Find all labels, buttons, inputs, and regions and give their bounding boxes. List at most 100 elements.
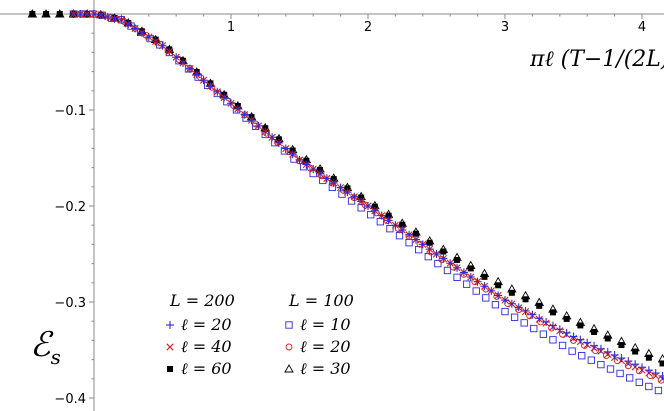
y-axis-title: ℰs <box>30 325 61 369</box>
data-point <box>172 53 181 62</box>
data-point <box>43 11 50 17</box>
data-point <box>144 33 153 42</box>
data-point <box>616 369 624 378</box>
series-layer <box>27 9 664 395</box>
data-point <box>528 310 537 319</box>
data-point <box>376 218 384 226</box>
data-point <box>385 212 392 219</box>
data-point <box>658 371 664 380</box>
data-point <box>645 354 652 361</box>
data-point <box>151 37 160 46</box>
data-point <box>514 303 523 312</box>
data-point <box>288 150 297 159</box>
data-point <box>459 268 468 277</box>
data-point <box>613 357 621 365</box>
legend-markers <box>166 321 294 373</box>
data-point <box>635 378 643 386</box>
data-point <box>233 104 242 113</box>
data-point <box>548 321 557 330</box>
legend-marker-2 <box>167 366 173 372</box>
data-point <box>576 335 585 344</box>
legend-marker-0 <box>166 321 174 329</box>
legend-marker-3 <box>285 321 293 329</box>
legend-label-l100-ell30: ℓ = 30 <box>300 359 351 378</box>
data-point <box>213 87 222 96</box>
data-point <box>131 24 140 33</box>
series-0 <box>69 10 664 380</box>
y-tick-label-2: −0.3 <box>54 296 86 311</box>
data-point <box>555 325 564 334</box>
data-point <box>247 116 256 125</box>
data-point <box>610 350 619 359</box>
data-point <box>453 273 461 281</box>
data-point <box>638 363 646 372</box>
y-axis-title-main: ℰ <box>30 325 54 365</box>
data-point <box>411 235 420 244</box>
x-tick-label-0: 1 <box>227 20 235 35</box>
data-point <box>165 47 174 56</box>
data-point <box>467 265 474 272</box>
data-point <box>591 347 599 354</box>
data-point <box>604 335 611 342</box>
data-point <box>96 10 105 19</box>
data-point <box>124 20 133 29</box>
data-point <box>508 289 515 296</box>
data-point <box>240 110 249 119</box>
data-point <box>646 372 654 379</box>
data-point <box>426 239 433 246</box>
data-point <box>424 252 432 261</box>
legend-group-title-l200: L = 200 <box>169 291 235 310</box>
data-point <box>491 301 500 309</box>
legend: L = 200 L = 100 ℓ = 20 ℓ = 40 ℓ = 60 ℓ =… <box>166 291 354 378</box>
data-point <box>56 11 63 17</box>
x-axis-title: πℓ (T−1/(2L)) <box>529 47 664 72</box>
data-point <box>302 160 311 169</box>
data-point <box>336 183 345 192</box>
legend-label-l200-ell40: ℓ = 40 <box>181 337 232 356</box>
data-point <box>103 12 112 21</box>
data-point <box>90 10 98 18</box>
data-point <box>631 360 640 369</box>
data-point <box>562 328 571 337</box>
data-point <box>535 314 544 323</box>
data-point <box>386 225 394 233</box>
data-point <box>603 347 612 356</box>
data-point <box>536 302 543 309</box>
data-point <box>405 239 413 247</box>
data-point <box>110 14 119 23</box>
data-point <box>158 41 167 50</box>
data-point <box>83 10 92 18</box>
data-point <box>494 291 503 300</box>
data-point <box>179 58 188 67</box>
legend-marker-5 <box>284 364 294 373</box>
data-point <box>137 28 146 37</box>
data-point <box>522 296 529 303</box>
data-point <box>618 342 625 349</box>
data-point <box>446 259 455 268</box>
data-point <box>487 286 496 295</box>
data-point <box>261 127 270 136</box>
data-point <box>659 360 664 367</box>
data-point <box>568 347 576 355</box>
data-point <box>462 280 471 288</box>
y-ticks: −0.1 −0.2 −0.3 −0.4 <box>54 32 94 407</box>
data-point <box>472 287 480 295</box>
data-point <box>658 375 664 383</box>
data-point <box>507 299 516 308</box>
data-point <box>549 336 557 344</box>
data-point <box>651 369 660 378</box>
data-point <box>563 315 570 322</box>
data-point <box>418 240 427 249</box>
data-point <box>510 313 519 321</box>
data-point <box>440 248 447 255</box>
data-point <box>192 70 201 79</box>
data-point <box>558 341 567 350</box>
data-point <box>591 328 598 335</box>
data-point <box>322 174 331 183</box>
data-point <box>398 226 407 234</box>
data-point <box>466 273 475 282</box>
data-point <box>268 133 277 142</box>
data-point <box>624 357 633 366</box>
data-point <box>549 309 556 316</box>
